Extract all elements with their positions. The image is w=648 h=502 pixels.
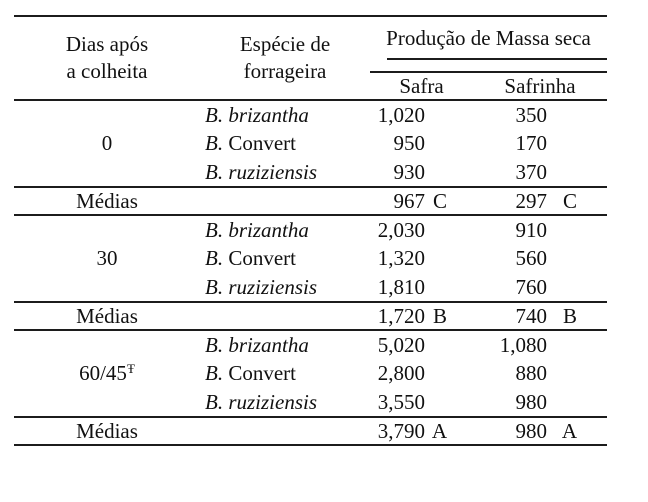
header-producao-massa-seca: Produção de Massa seca xyxy=(370,16,607,72)
species-cell: B. Convert xyxy=(205,131,296,155)
means-label: Médias xyxy=(14,186,200,216)
safrinha-value-cell: 910 xyxy=(515,217,548,242)
safra-value-cell: 2,800 xyxy=(377,361,425,385)
dry-mass-production-table: Dias após a colheita Espécie de forragei… xyxy=(14,15,607,446)
safra-mean-letter: B xyxy=(432,303,447,328)
empty-cell xyxy=(200,416,370,446)
header-especie-forrageira: Espécie de forrageira xyxy=(200,16,370,101)
spanner-rule xyxy=(387,58,607,60)
table-row: B. ruziziensis 930 370 xyxy=(14,158,607,187)
header-dias-line1: Dias após xyxy=(65,32,149,56)
days-value: 0 xyxy=(101,131,113,155)
empty-cell xyxy=(200,186,370,216)
safrinha-mean-letter: C xyxy=(562,188,577,213)
safra-mean-cell: 1,720 B xyxy=(370,301,473,331)
species-cell: B. brizantha xyxy=(205,217,309,242)
means-label: Médias xyxy=(14,301,200,331)
table-row: 0 B. brizantha 1,020 350 xyxy=(14,100,607,156)
safra-mean-letter: A xyxy=(431,418,447,443)
species-cell: B. Convert xyxy=(205,246,296,270)
safrinha-value-cell: 760 xyxy=(515,274,548,299)
header-dias-apos-colheita: Dias após a colheita xyxy=(14,16,200,101)
producao-title: Produção de Massa seca xyxy=(386,26,591,50)
species-cell: B. brizantha xyxy=(205,332,309,357)
means-row: Médias 1,720 B 740 B xyxy=(14,301,607,331)
species-cell: B. Convert xyxy=(205,361,296,385)
days-value: 60/45 xyxy=(79,361,127,385)
species-cell: B. ruziziensis xyxy=(205,159,318,184)
safra-value-cell: 1,320 xyxy=(377,246,425,270)
empty-cell xyxy=(200,301,370,331)
days-footnote-mark: Ŧ xyxy=(126,361,135,376)
header-row: Dias após a colheita Espécie de forragei… xyxy=(14,16,607,101)
safra-mean-cell: 3,790 A xyxy=(370,416,473,446)
table-row: B. Convert 1,320 560 xyxy=(14,244,607,273)
means-row: Médias 967 C 297 C xyxy=(14,186,607,216)
safra-mean-cell: 967 C xyxy=(370,186,473,216)
table-row: B. Convert 950 170 xyxy=(14,129,607,158)
species-cell: B. ruziziensis xyxy=(205,274,318,299)
safra-value-cell: 1,810 xyxy=(377,274,425,299)
safra-value-cell: 930 xyxy=(393,159,426,184)
table-row: B. Convert 2,800 880 xyxy=(14,359,607,388)
subheader-row: Safra Safrinha xyxy=(14,71,607,101)
header-dias-line2: a colheita xyxy=(66,59,148,83)
safra-mean-letter: C xyxy=(432,188,447,213)
safrinha-mean-cell: 740 B xyxy=(473,301,607,331)
safrinha-value-cell: 170 xyxy=(515,131,548,155)
safrinha-value-cell: 350 xyxy=(515,102,548,127)
safrinha-value-cell: 560 xyxy=(515,246,548,270)
safra-value-cell: 5,020 xyxy=(377,332,425,357)
safrinha-value-cell: 370 xyxy=(515,159,548,184)
species-cell: B. ruziziensis xyxy=(205,389,318,414)
safra-value-cell: 2,030 xyxy=(377,217,425,242)
table-row: B. ruziziensis 1,810 760 xyxy=(14,273,607,302)
days-value: 30 xyxy=(96,246,118,270)
means-row: Médias 3,790 A 980 A xyxy=(14,416,607,446)
safra-value-cell: 1,020 xyxy=(377,102,425,127)
safrinha-mean-cell: 980 A xyxy=(473,416,607,446)
safrinha-mean-letter: A xyxy=(561,418,577,443)
header-safra: Safra xyxy=(370,71,473,101)
safrinha-mean-cell: 297 C xyxy=(473,186,607,216)
table-row: B. ruziziensis 3,550 980 xyxy=(14,388,607,417)
days-cell-60-45: 60/45Ŧ xyxy=(14,330,200,417)
safrinha-mean-letter: B xyxy=(562,303,577,328)
table-row: 30 B. brizantha 2,030 910 xyxy=(14,215,607,271)
header-especie-line1: Espécie de xyxy=(239,32,331,56)
safrinha-value-cell: 980 xyxy=(515,389,548,414)
safrinha-value-cell: 1,080 xyxy=(499,332,547,357)
species-cell: B. brizantha xyxy=(205,102,309,127)
table-row: 60/45Ŧ B. brizantha 5,020 1,080 xyxy=(14,330,607,386)
header-especie-line2: forrageira xyxy=(243,59,327,83)
safra-value-cell: 3,550 xyxy=(377,389,425,414)
days-cell-0: 0 xyxy=(14,100,200,187)
header-safrinha: Safrinha xyxy=(473,71,607,101)
means-label: Médias xyxy=(14,416,200,446)
safrinha-value-cell: 880 xyxy=(515,361,548,385)
safra-value-cell: 950 xyxy=(393,131,426,155)
days-cell-30: 30 xyxy=(14,215,200,302)
